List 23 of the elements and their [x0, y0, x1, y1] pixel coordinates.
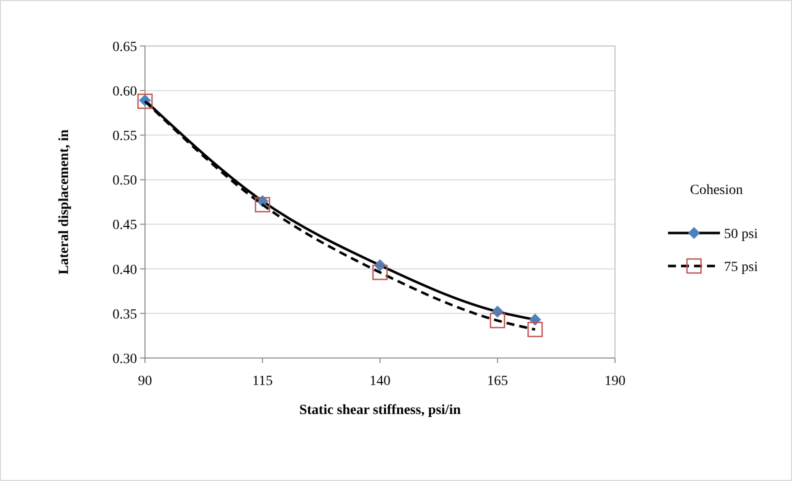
y-tick-label: 0.40	[112, 262, 137, 278]
y-tick-label: 0.45	[112, 218, 137, 234]
legend-label: 75 psi	[724, 260, 758, 275]
x-tick-label: 165	[487, 374, 508, 389]
x-tick-label: 190	[604, 374, 626, 389]
y-tick-label: 0.50	[112, 174, 137, 189]
y-tick-label: 0.60	[112, 84, 137, 100]
point	[527, 322, 543, 338]
x-tick-label: 115	[252, 374, 273, 389]
x-tick-label: 90	[138, 374, 152, 389]
y-axis-title: Lateral displacement, in	[57, 129, 72, 275]
point	[529, 314, 542, 326]
x-tick-label: 140	[370, 374, 390, 389]
point	[254, 197, 270, 212]
y-tick-label: 0.30	[112, 352, 137, 367]
legend-title: Cohesion	[690, 183, 743, 198]
point	[372, 264, 388, 280]
y-tick-label: 0.35	[112, 307, 137, 322]
y-tick-label: 0.65	[112, 40, 137, 55]
point	[490, 312, 506, 328]
legend-label: 50 psi	[724, 226, 758, 242]
x-axis-title: Static shear stiffness, psi/in	[299, 403, 461, 418]
y-tick-label: 0.55	[112, 129, 137, 144]
